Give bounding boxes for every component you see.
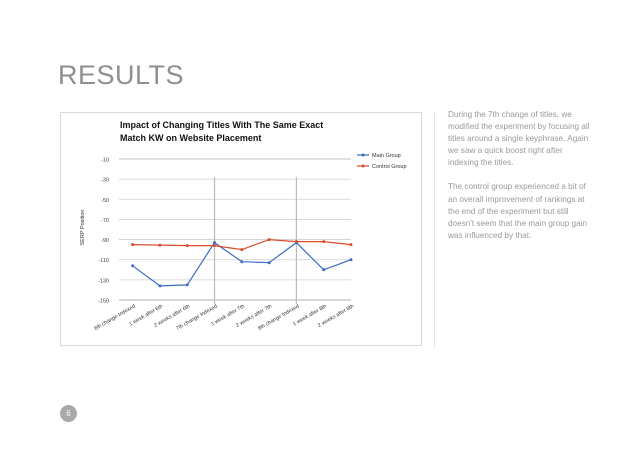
- data-point: [349, 243, 353, 247]
- data-point: [240, 260, 244, 264]
- chart-title-line: Match KW on Website Placement: [120, 133, 261, 143]
- series-line-control-group: [132, 238, 352, 251]
- y-tick-label: -50: [101, 198, 109, 204]
- y-tick-label: -150: [98, 299, 109, 305]
- legend-marker: [361, 164, 365, 168]
- y-tick-label: -130: [98, 278, 109, 284]
- data-point: [185, 283, 189, 287]
- legend-label: Main Group: [372, 153, 401, 159]
- description-paragraph-2: The control group experienced a bit of a…: [448, 182, 588, 240]
- legend-marker: [361, 153, 365, 157]
- data-point: [322, 268, 326, 272]
- data-point: [322, 240, 326, 244]
- page-title: RESULTS: [58, 60, 185, 90]
- description-paragraph-1: During the 7th change of titles, we modi…: [448, 110, 590, 168]
- data-point: [294, 240, 298, 244]
- data-point: [267, 261, 271, 265]
- data-point: [349, 258, 353, 262]
- line-chart: Impact of Changing Titles With The Same …: [80, 120, 407, 332]
- chart-title-line: Impact of Changing Titles With The Same …: [120, 120, 323, 130]
- y-tick-label: -30: [101, 178, 109, 184]
- results-description: During the 7th change of titles, we modi…: [448, 109, 591, 254]
- data-point: [185, 244, 189, 248]
- chart-container: Impact of Changing Titles With The Same …: [60, 112, 422, 346]
- y-tick-label: -90: [101, 238, 109, 244]
- data-point: [213, 241, 217, 245]
- column-divider: [434, 112, 435, 348]
- y-axis-label: SERP Position: [80, 210, 86, 246]
- legend-label: Control Group: [372, 164, 407, 170]
- data-point: [131, 264, 135, 268]
- y-tick-label: -10: [101, 158, 109, 164]
- y-tick-label: -70: [101, 218, 109, 224]
- data-point: [213, 244, 217, 248]
- data-point: [267, 238, 271, 242]
- page-number-badge: 6: [60, 405, 77, 422]
- y-tick-label: -110: [98, 258, 109, 264]
- data-point: [131, 243, 135, 247]
- data-point: [158, 284, 162, 288]
- data-point: [158, 243, 162, 247]
- x-tick-label: 6th change Indexed: [93, 304, 136, 332]
- data-point: [240, 248, 244, 252]
